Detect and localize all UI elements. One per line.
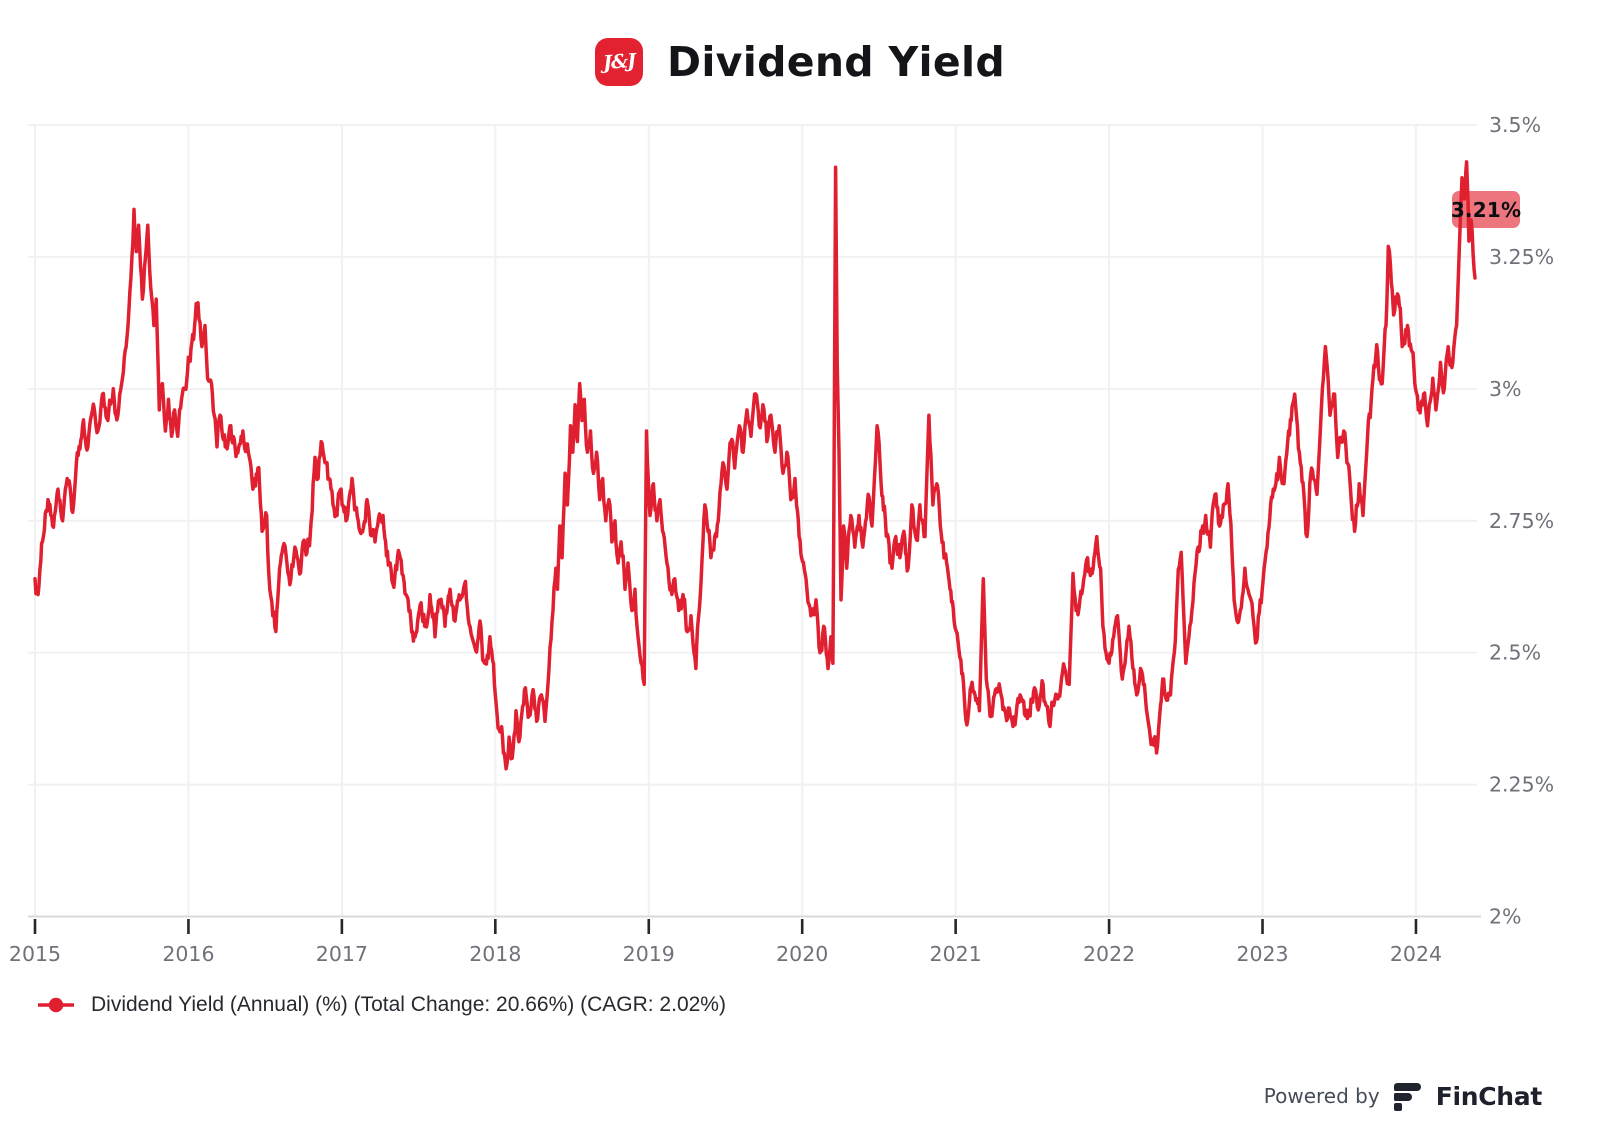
page-title: Dividend Yield: [667, 38, 1005, 86]
legend-series-marker-icon: [38, 997, 74, 1013]
year-tick-label: 2022: [1083, 942, 1135, 966]
year-tick-label: 2023: [1236, 942, 1288, 966]
y-tick-label: 2.5%: [1489, 641, 1541, 665]
y-tick-label: 2.75%: [1489, 509, 1554, 533]
y-tick-label: 3.5%: [1489, 113, 1541, 137]
y-tick-label: 2%: [1489, 905, 1522, 929]
year-tick-label: 2017: [316, 942, 368, 966]
year-tick-label: 2016: [162, 942, 214, 966]
year-tick-label: 2024: [1390, 942, 1442, 966]
jnj-logo-icon: J&J: [595, 38, 643, 86]
powered-by-text: Powered by: [1263, 1084, 1380, 1108]
y-tick-label: 2.25%: [1489, 773, 1554, 797]
finchat-logo-icon: [1393, 1081, 1423, 1111]
y-tick-label: 3.25%: [1489, 245, 1554, 269]
legend-label: Dividend Yield (Annual) (%) (Total Chang…: [91, 993, 726, 1016]
year-tick-label: 2018: [469, 942, 521, 966]
last-value-badge: 3.21%: [1451, 191, 1521, 228]
chart-header: J&J Dividend Yield: [0, 30, 1600, 94]
series-line: [33, 160, 1477, 771]
powered-by-row[interactable]: Powered by FinChat: [1264, 1076, 1542, 1116]
y-tick-label: 3%: [1489, 377, 1522, 401]
jnj-logo-text: J&J: [602, 49, 636, 75]
year-tick-label: 2021: [930, 942, 982, 966]
year-tick-label: 2015: [9, 942, 61, 966]
year-tick-label: 2020: [776, 942, 828, 966]
legend[interactable]: Dividend Yield (Annual) (%) (Total Chang…: [36, 988, 726, 1022]
finchat-wordmark: FinChat: [1435, 1081, 1543, 1111]
year-tick-label: 2019: [623, 942, 675, 966]
